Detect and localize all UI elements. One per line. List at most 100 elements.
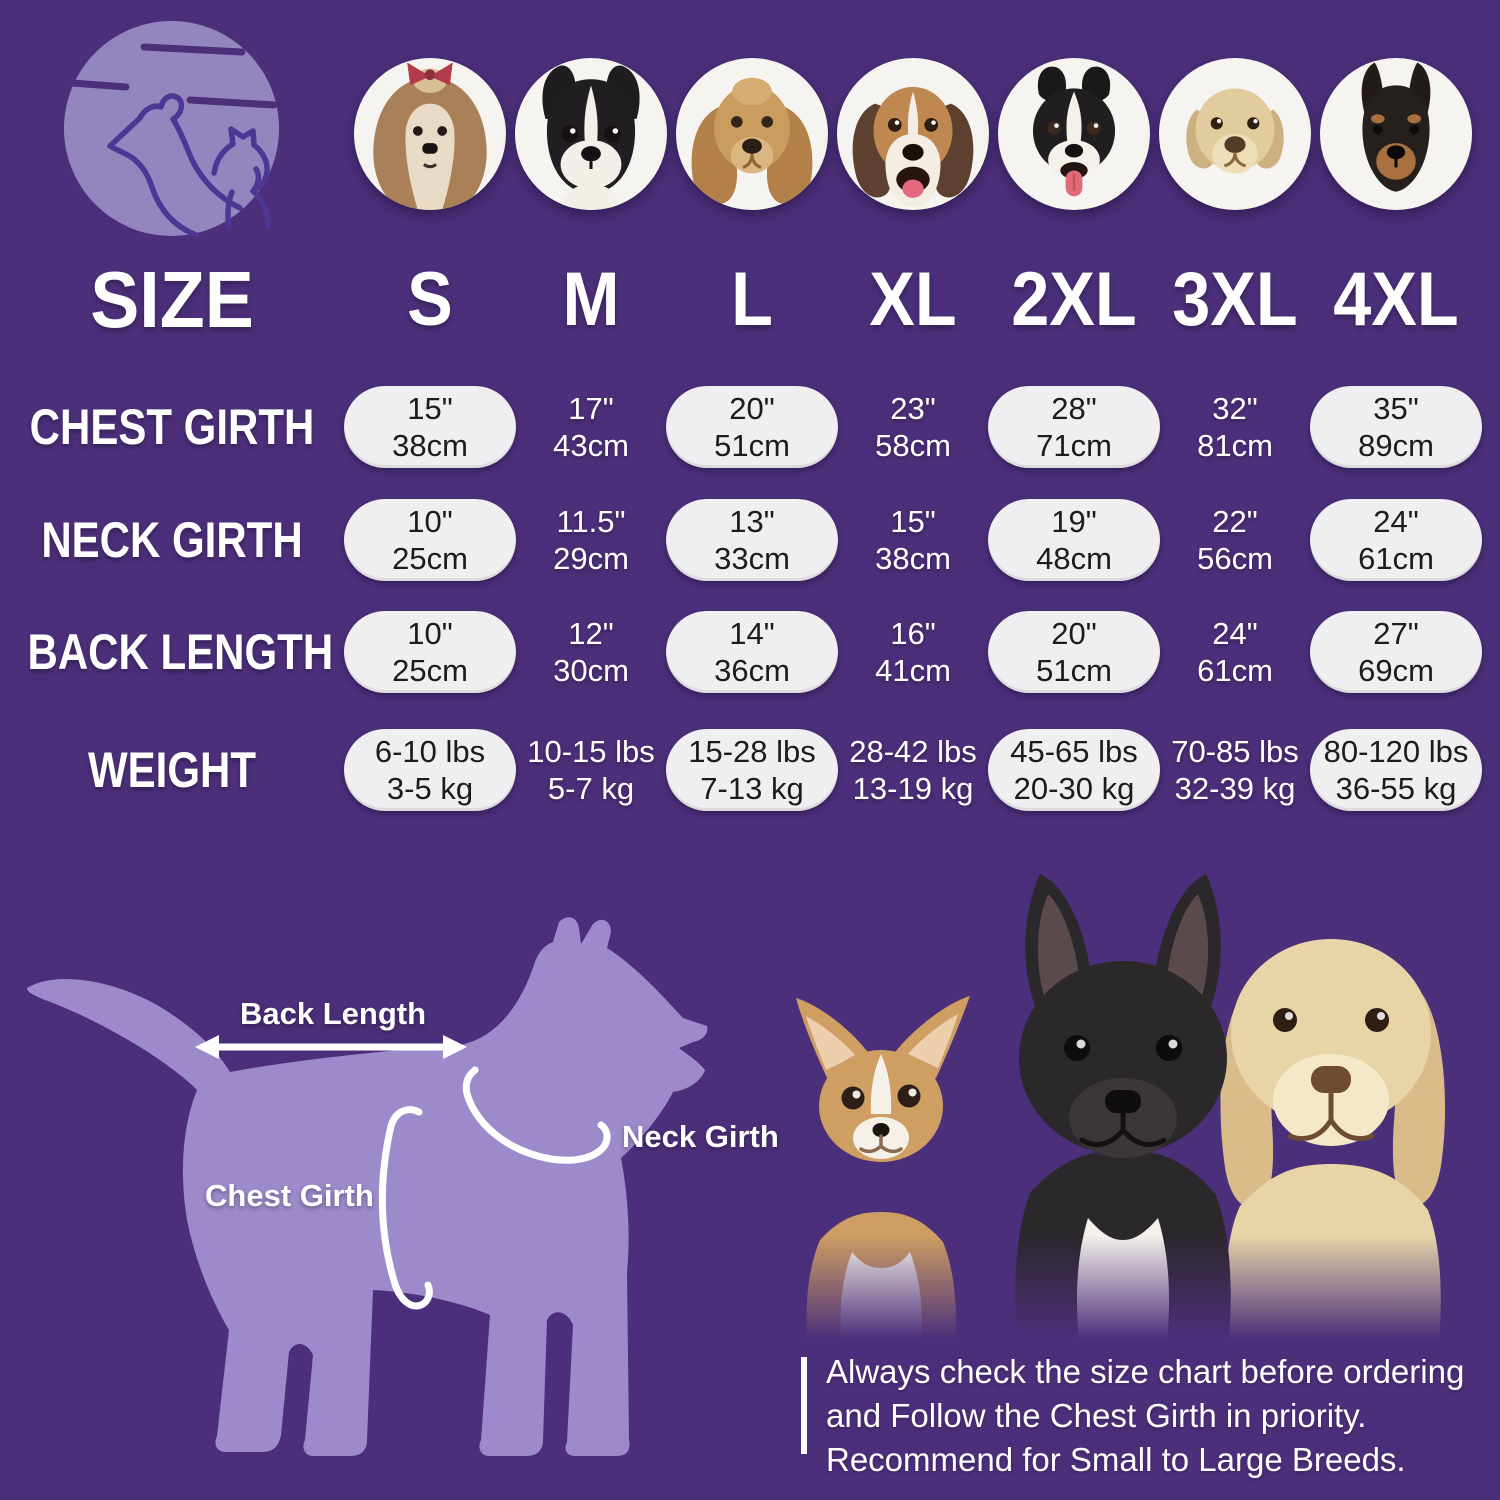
cell-back-m: 12" 30cm	[505, 611, 677, 693]
doberman-icon	[1361, 62, 1431, 192]
cell-chest-m: 17" 43cm	[505, 386, 677, 468]
value-cm: 58cm	[875, 428, 951, 463]
dog-silhouette-icon	[27, 917, 708, 1456]
cell-chest-l: 20" 51cm	[666, 386, 838, 468]
value-cm: 25cm	[392, 541, 468, 576]
value-cm: 81cm	[1197, 428, 1273, 463]
value-kg: 5-7 kg	[547, 771, 635, 806]
row-label-weight: WEIGHT	[88, 742, 256, 798]
cell-neck-3xl: 22" 56cm	[1149, 499, 1321, 581]
breed-photo-doberman	[1320, 58, 1472, 210]
size-column-title: SIZE	[90, 255, 254, 344]
size-header-s: S	[407, 257, 453, 342]
value-cm: 51cm	[714, 428, 790, 463]
beagle-icon	[852, 86, 974, 207]
value-cm: 51cm	[1036, 653, 1112, 688]
size-header-3xl: 3XL	[1172, 257, 1298, 342]
value-cm: 71cm	[1036, 428, 1112, 463]
cell-back-l: 14" 36cm	[666, 611, 838, 693]
note-text: Always check the size chart before order…	[826, 1350, 1486, 1482]
value-inches: 22"	[1212, 504, 1258, 539]
value-lbs: 10-15 lbs	[527, 734, 655, 769]
value-cm: 33cm	[714, 541, 790, 576]
value-cm: 38cm	[392, 428, 468, 463]
breed-photo-shih-tzu	[354, 58, 506, 210]
row-label-neck-girth: NECK GIRTH	[41, 512, 303, 568]
bottom-fade-gradient	[770, 1235, 1500, 1353]
value-lbs: 45-65 lbs	[1010, 734, 1138, 769]
cell-neck-s: 10" 25cm	[344, 499, 516, 581]
breed-photo-boston-terrier	[515, 58, 667, 210]
value-inches: 24"	[1373, 504, 1419, 539]
breed-photo-border-collie	[998, 58, 1150, 210]
value-kg: 7-13 kg	[700, 771, 804, 806]
value-kg: 32-39 kg	[1174, 771, 1296, 806]
value-lbs: 15-28 lbs	[688, 734, 816, 769]
cell-weight-xl: 28-42 lbs 13-19 kg	[827, 729, 999, 811]
note-divider-bar	[801, 1357, 807, 1454]
note-line: Always check the size chart before order…	[826, 1353, 1465, 1390]
cell-neck-4xl: 24" 61cm	[1310, 499, 1482, 581]
value-inches: 17"	[568, 391, 614, 426]
size-header-xl: XL	[869, 257, 957, 342]
border-collie-icon	[1032, 66, 1116, 197]
value-inches: 10"	[407, 616, 453, 651]
cell-weight-3xl: 70-85 lbs 32-39 kg	[1149, 729, 1321, 811]
cell-neck-l: 13" 33cm	[666, 499, 838, 581]
shih-tzu-icon	[373, 62, 487, 210]
cell-back-2xl: 20" 51cm	[988, 611, 1160, 693]
labrador-icon	[1186, 88, 1284, 174]
value-inches: 13"	[729, 504, 775, 539]
value-inches: 14"	[729, 616, 775, 651]
neck-girth-curve	[462, 1066, 611, 1164]
size-header-2xl: 2XL	[1011, 257, 1137, 342]
back-length-arrow	[195, 1035, 467, 1059]
value-inches: 35"	[1373, 391, 1419, 426]
cell-chest-xl: 23" 58cm	[827, 386, 999, 468]
row-label-back-length: BACK LENGTH	[27, 624, 334, 680]
cell-chest-3xl: 32" 81cm	[1149, 386, 1321, 468]
value-cm: 56cm	[1197, 541, 1273, 576]
value-inches: 19"	[1051, 504, 1097, 539]
measurement-diagram	[15, 900, 760, 1470]
cell-chest-2xl: 28" 71cm	[988, 386, 1160, 468]
value-cm: 48cm	[1036, 541, 1112, 576]
value-inches: 23"	[890, 391, 936, 426]
cell-back-s: 10" 25cm	[344, 611, 516, 693]
value-inches: 20"	[729, 391, 775, 426]
note-line: and Follow the Chest Girth in priority.	[826, 1397, 1367, 1434]
size-header-l: L	[731, 257, 773, 342]
size-header-4xl: 4XL	[1333, 257, 1459, 342]
breed-photo-labrador	[1159, 58, 1311, 210]
chest-girth-curve	[378, 1106, 433, 1310]
breed-photo-cocker-spaniel	[676, 58, 828, 210]
cell-weight-l: 15-28 lbs 7-13 kg	[666, 729, 838, 811]
cell-chest-4xl: 35" 89cm	[1310, 386, 1482, 468]
cell-neck-2xl: 19" 48cm	[988, 499, 1160, 581]
value-kg: 13-19 kg	[852, 771, 974, 806]
cell-weight-m: 10-15 lbs 5-7 kg	[505, 729, 677, 811]
value-inches: 32"	[1212, 391, 1258, 426]
value-inches: 11.5"	[556, 504, 626, 539]
value-inches: 24"	[1212, 616, 1258, 651]
value-lbs: 80-120 lbs	[1323, 734, 1469, 769]
cell-weight-4xl: 80-120 lbs 36-55 kg	[1310, 729, 1482, 811]
cocker-spaniel-icon	[691, 77, 813, 205]
row-label-chest-girth: CHEST GIRTH	[29, 399, 315, 455]
size-header-m: M	[562, 257, 620, 342]
boston-terrier-icon	[542, 65, 640, 210]
value-lbs: 28-42 lbs	[849, 734, 977, 769]
brand-logo	[64, 21, 279, 238]
value-kg: 20-30 kg	[1013, 771, 1135, 806]
cell-weight-2xl: 45-65 lbs 20-30 kg	[988, 729, 1160, 811]
value-inches: 10"	[407, 504, 453, 539]
neck-girth-label: Neck Girth	[622, 1119, 779, 1154]
cell-chest-s: 15" 38cm	[344, 386, 516, 468]
value-cm: 38cm	[875, 541, 951, 576]
value-inches: 16"	[890, 616, 936, 651]
value-inches: 28"	[1051, 391, 1097, 426]
dog-cat-logo-icon	[64, 21, 279, 238]
value-cm: 61cm	[1197, 653, 1273, 688]
value-kg: 3-5 kg	[386, 771, 474, 806]
